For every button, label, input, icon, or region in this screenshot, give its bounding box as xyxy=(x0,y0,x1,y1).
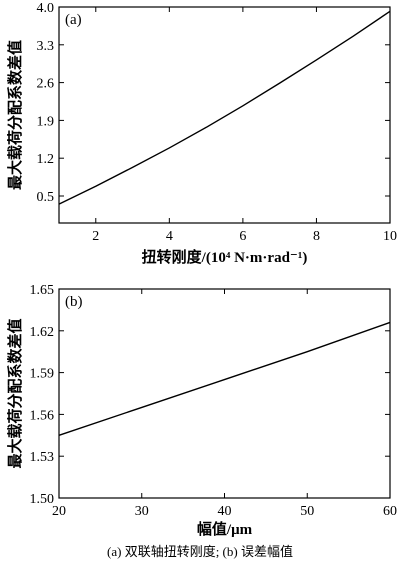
y-tick-label: 1.56 xyxy=(30,408,55,423)
chart-panel-a: (a) 2 4 6 8 10 0.5 1.2 1.9 2.6 3.3 4.0 扭转刚度/(10⁴ N·m… xyxy=(6,1,397,266)
y-tick-label: 1.59 xyxy=(30,367,55,382)
series-line-1 xyxy=(58,10,391,205)
y-tick-label: 3.3 xyxy=(37,39,55,54)
y-tick-label: 0.5 xyxy=(37,190,55,205)
chart-panel-b: (b) 20 30 40 50 60 1.50 1.53 1.56 1.59 1.62 1.65 幅值/… xyxy=(6,283,397,538)
plot-frame xyxy=(58,6,391,224)
y-axis-label: 最大载荷分配系数差值 xyxy=(6,40,24,190)
x-tick-label: 40 xyxy=(218,504,232,519)
y-tick-label: 4.0 xyxy=(37,1,55,16)
panel-label: (a) xyxy=(65,12,82,28)
y-tick-label: 1.53 xyxy=(30,450,55,465)
y-tick-label: 1.50 xyxy=(30,492,55,507)
figure-caption: (a) 双联轴扭转刚度; (b) 误差幅值 xyxy=(107,544,293,559)
y-tick-label: 1.2 xyxy=(37,152,55,167)
x-axis-label: 幅值/μm xyxy=(197,520,253,538)
x-axis-label: 扭转刚度/(10⁴ N·m·rad⁻¹) xyxy=(142,248,308,266)
plot-frame xyxy=(58,288,391,499)
y-tick-label: 1.9 xyxy=(37,114,55,129)
x-tick-label: 8 xyxy=(313,229,320,244)
x-tick-label: 2 xyxy=(92,229,99,244)
panel-label: (b) xyxy=(65,294,83,310)
x-tick-label: 4 xyxy=(166,229,173,244)
y-tick-label: 2.6 xyxy=(37,77,55,92)
y-tick-label: 1.65 xyxy=(30,283,55,298)
x-tick-label: 60 xyxy=(383,504,397,519)
x-tick-label: 30 xyxy=(135,504,149,519)
x-tick-label: 6 xyxy=(239,229,246,244)
series-line-1 xyxy=(58,321,391,436)
x-tick-label: 10 xyxy=(383,229,397,244)
x-tick-label: 20 xyxy=(52,504,66,519)
y-tick-label: 1.62 xyxy=(30,325,55,340)
y-axis-label: 最大载荷分配系数差值 xyxy=(6,318,24,468)
x-tick-label: 50 xyxy=(300,504,314,519)
